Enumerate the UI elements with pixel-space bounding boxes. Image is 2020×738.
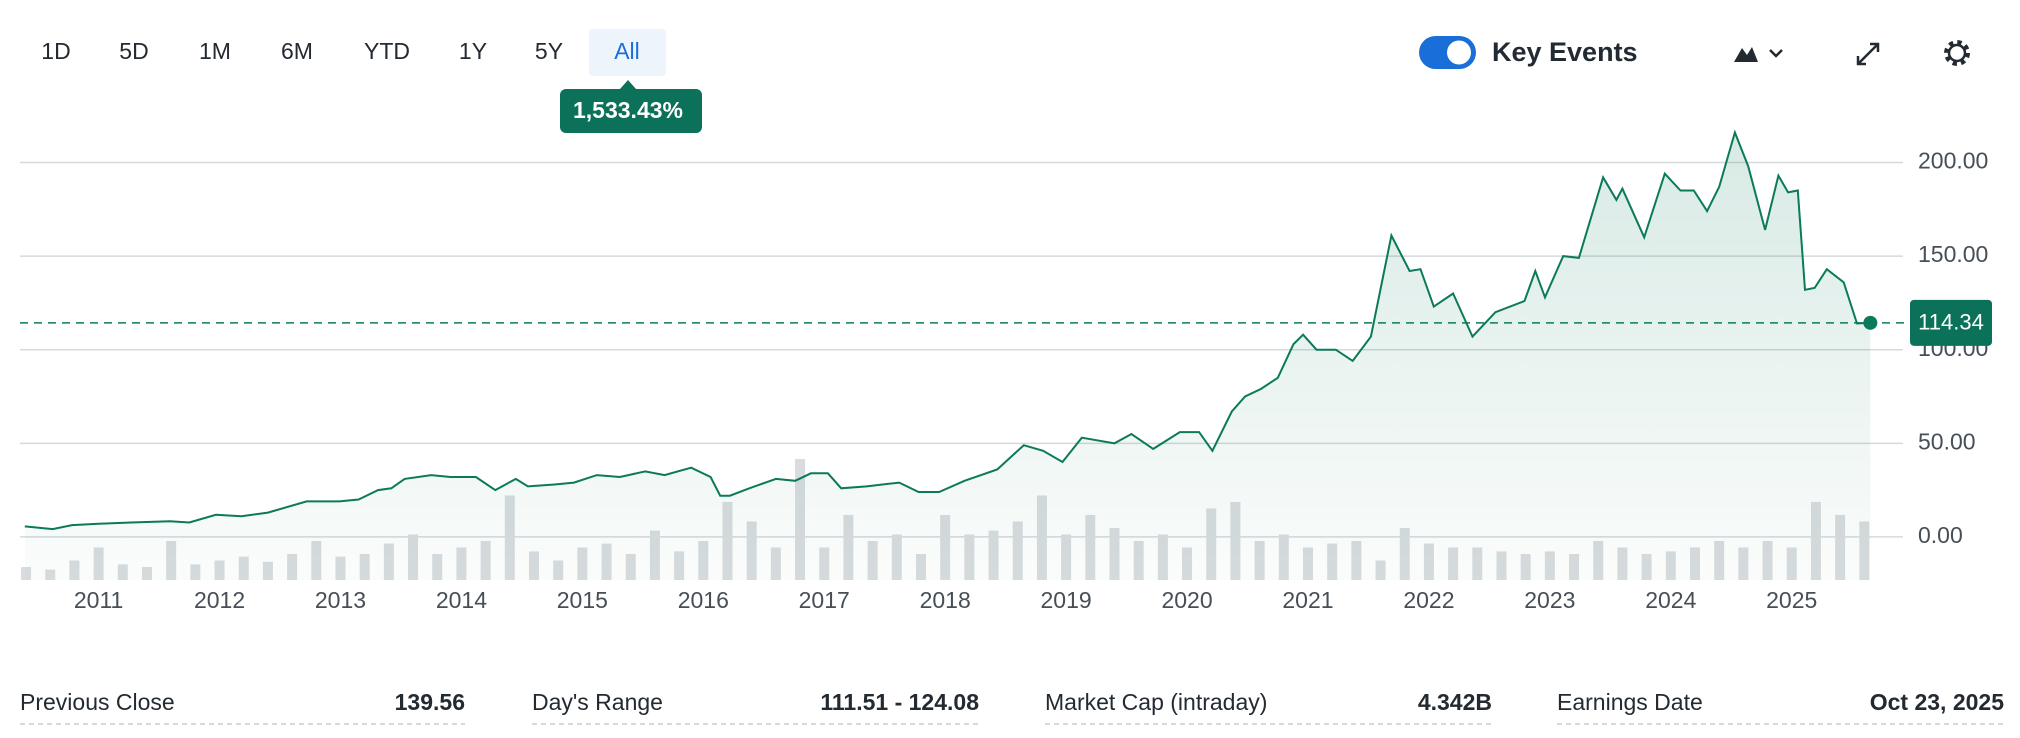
stat-value: 4.342B xyxy=(1418,689,1492,715)
range-tab[interactable]: All xyxy=(589,29,666,76)
y-tick-label: 150.00 xyxy=(1918,241,1988,267)
y-tick-label: 50.00 xyxy=(1918,428,1976,454)
stat-value: Oct 23, 2025 xyxy=(1870,689,2004,715)
range-tab[interactable]: 5Y xyxy=(535,38,563,64)
price-area xyxy=(24,132,1871,580)
tab-label: 5Y xyxy=(535,38,563,64)
current-price-label: 114.34 xyxy=(1918,310,1984,335)
x-tick-label: 2022 xyxy=(1403,587,1454,613)
stat-value: 111.51 - 124.08 xyxy=(820,689,979,715)
stat-label: Market Cap (intraday) xyxy=(1045,689,1267,715)
range-tab[interactable]: 5D xyxy=(119,38,148,64)
expand-icon xyxy=(1856,42,1880,66)
stats-row: Previous Close 139.56 Day's Range 111.51 - … xyxy=(20,689,2004,725)
tab-label: 5D xyxy=(119,38,148,64)
stat-item: Earnings Date Oct 23, 2025 xyxy=(1557,689,2004,725)
badge-text: 1,533.43% xyxy=(573,97,683,123)
settings-button[interactable] xyxy=(1944,40,1970,66)
range-tab[interactable]: 1D xyxy=(41,38,70,64)
range-tab[interactable]: 6M xyxy=(281,38,313,64)
price-line xyxy=(24,129,1871,531)
range-tab[interactable]: 1M xyxy=(199,38,231,64)
range-tab[interactable]: 1Y xyxy=(459,38,487,64)
stat-label: Earnings Date xyxy=(1557,689,1703,715)
x-tick-label: 2025 xyxy=(1766,587,1817,613)
current-price-box xyxy=(1910,299,1992,346)
x-tick-label: 2024 xyxy=(1645,587,1696,613)
stat-label: Day's Range xyxy=(532,689,663,715)
stat-item: Market Cap (intraday) 4.342B xyxy=(1045,689,1492,725)
x-tick-label: 2020 xyxy=(1161,587,1212,613)
mountain-icon xyxy=(1734,47,1758,62)
toggle-label: Key Events xyxy=(1492,37,1638,67)
x-tick-label: 2013 xyxy=(315,587,366,613)
y-tick-label: 200.00 xyxy=(1918,148,1988,174)
badge-box xyxy=(560,80,702,133)
x-tick-label: 2019 xyxy=(1041,587,1092,613)
x-tick-label: 2014 xyxy=(436,587,487,613)
tab-label: All xyxy=(614,38,640,64)
toggle-knob xyxy=(1447,40,1471,65)
tab-label: 1M xyxy=(199,38,231,64)
tab-label: 1Y xyxy=(459,38,487,64)
chart-type-button[interactable] xyxy=(1734,47,1783,62)
change-badge: 1,533.43% xyxy=(560,80,702,133)
tab-highlight xyxy=(589,29,666,76)
x-tick-label: 2015 xyxy=(557,587,608,613)
tab-label: 6M xyxy=(281,38,313,64)
x-tick-label: 2018 xyxy=(920,587,971,613)
range-tabs: 1D 5D 1M 6M YTD 1Y 5Y All xyxy=(41,29,666,76)
x-tick-label: 2011 xyxy=(74,587,123,613)
x-tick-label: 2017 xyxy=(799,587,850,613)
x-tick-label: 2016 xyxy=(678,587,729,613)
key-events-toggle[interactable]: Key Events xyxy=(1419,36,1638,69)
tab-label: 1D xyxy=(41,38,70,64)
x-tick-label: 2012 xyxy=(194,587,245,613)
x-tick-label: 2021 xyxy=(1282,587,1333,613)
stat-value: 139.56 xyxy=(395,689,465,715)
gear-ring xyxy=(1947,43,1967,63)
stat-item: Previous Close 139.56 xyxy=(20,689,465,725)
y-tick-label: 0.00 xyxy=(1918,522,1963,548)
gear-teeth xyxy=(1944,40,1970,66)
range-tab[interactable]: YTD xyxy=(364,38,410,64)
stat-label: Previous Close xyxy=(20,689,175,715)
chevron-icon xyxy=(1769,49,1783,58)
fullscreen-button[interactable] xyxy=(1856,42,1880,66)
stat-item: Day's Range 111.51 - 124.08 xyxy=(532,689,979,725)
tab-label: YTD xyxy=(364,38,410,64)
x-tick-label: 2023 xyxy=(1524,587,1575,613)
